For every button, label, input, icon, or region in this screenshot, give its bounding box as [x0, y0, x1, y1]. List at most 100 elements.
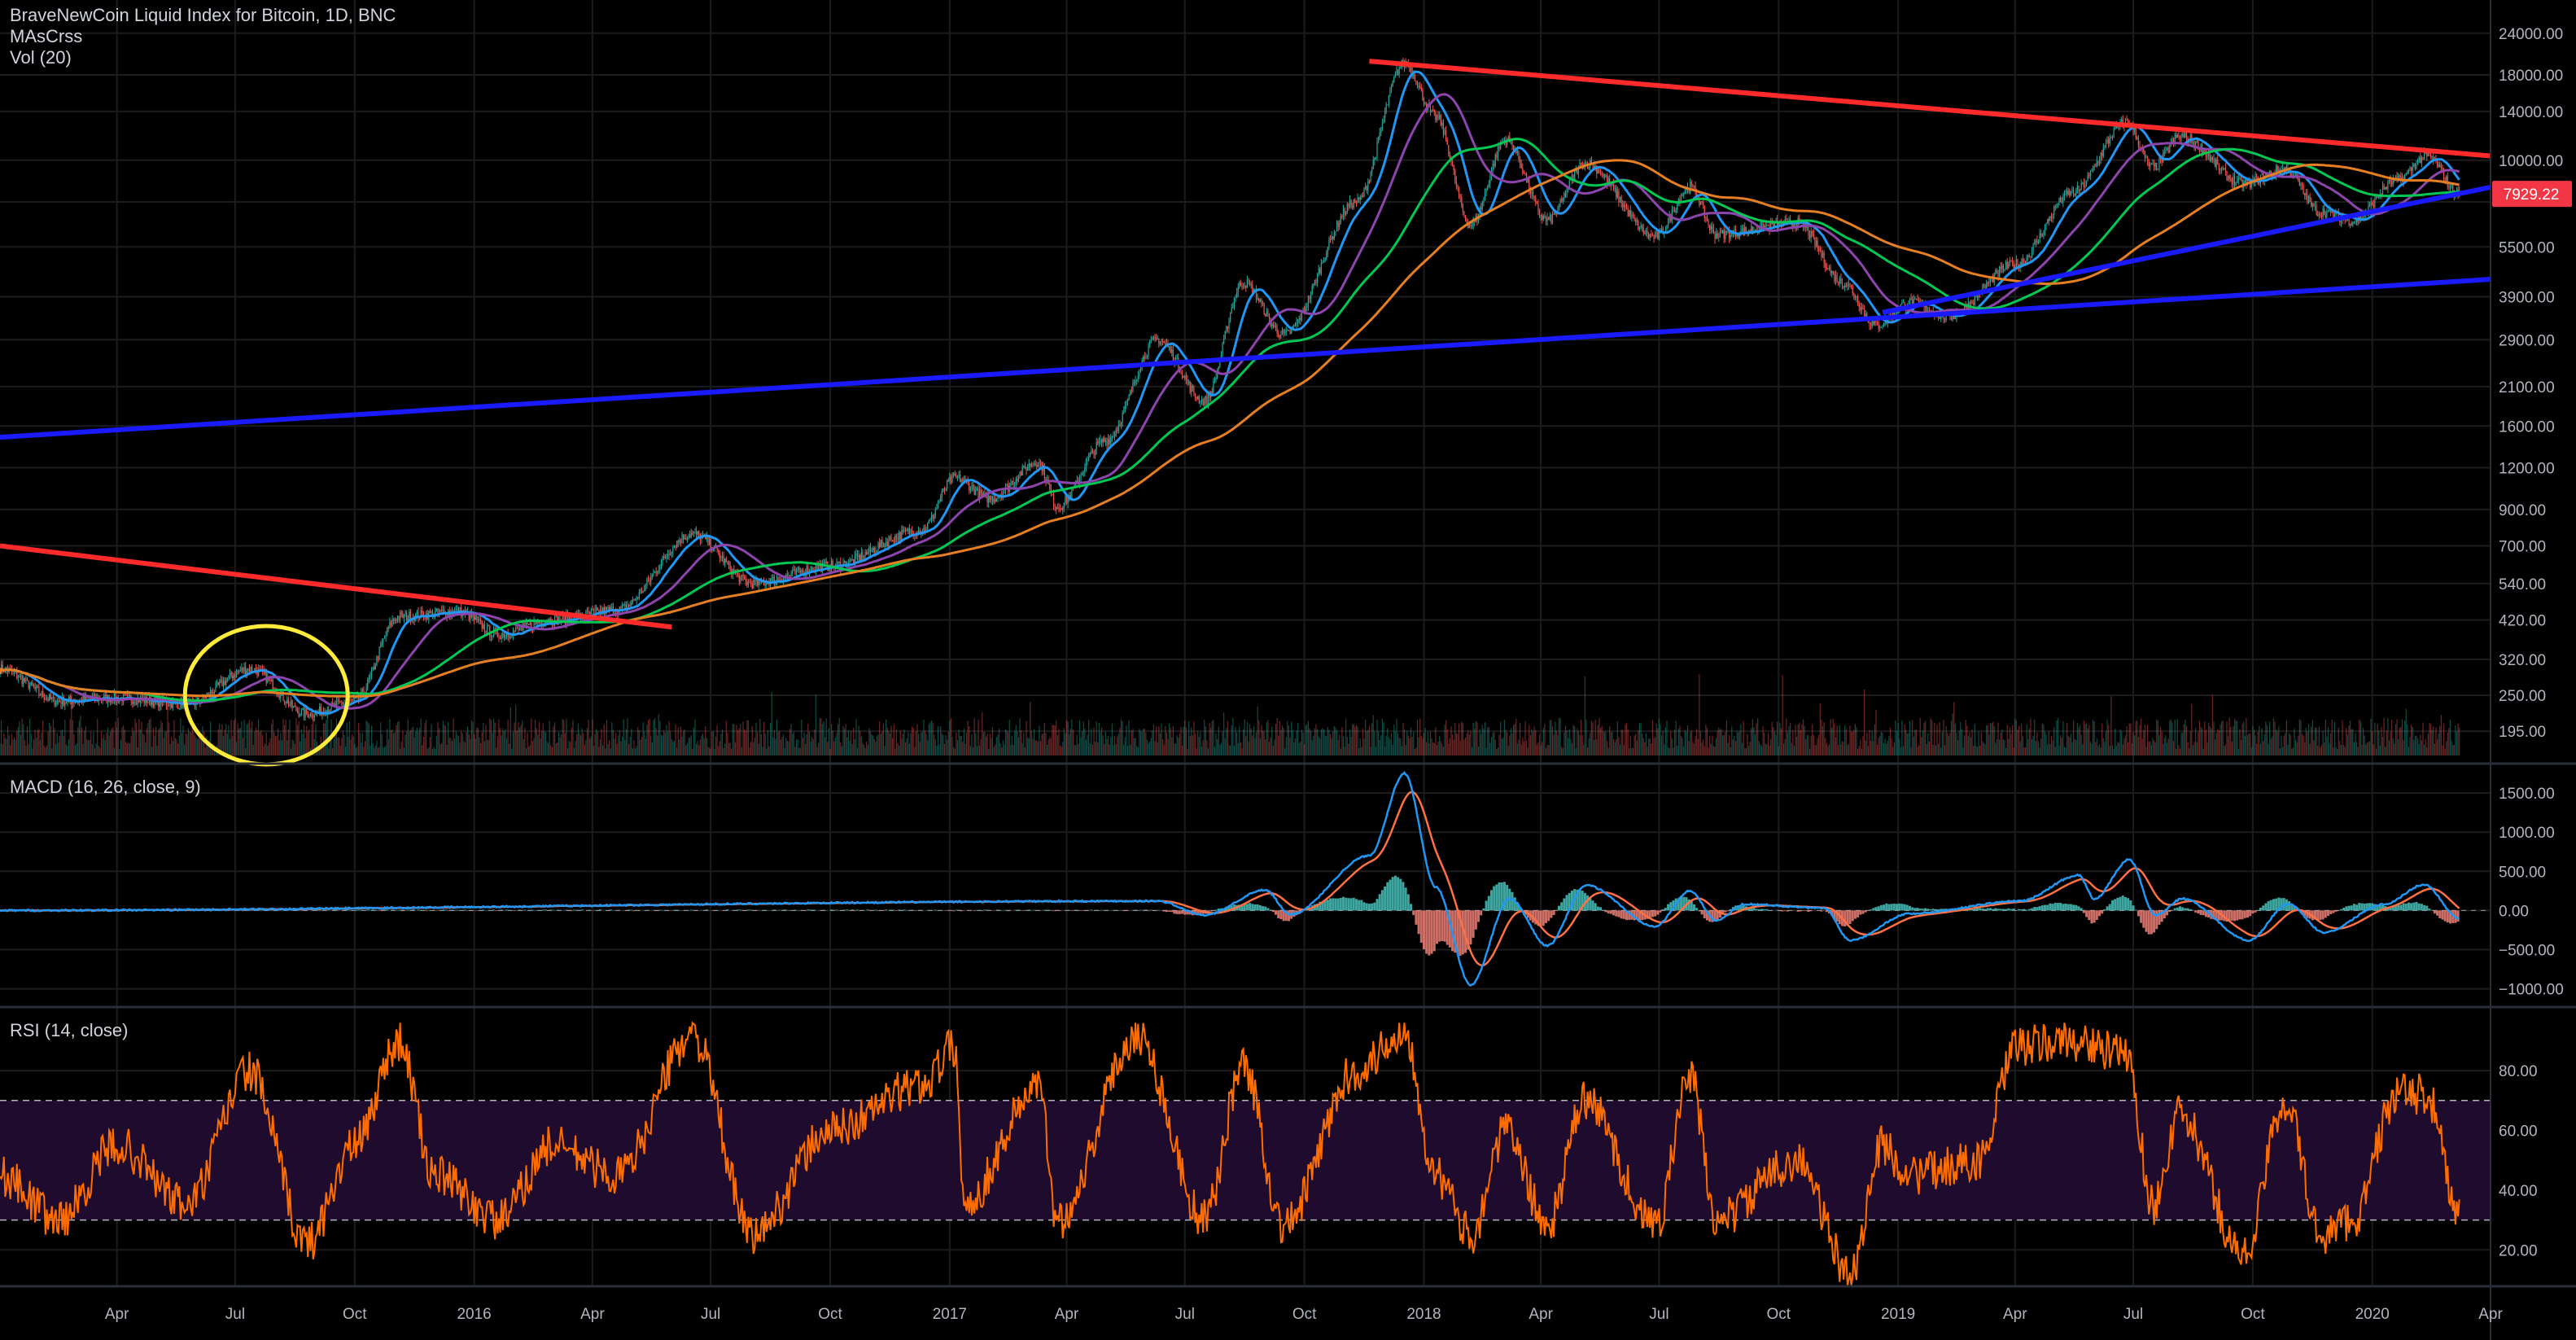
- volume-bar: [2287, 744, 2289, 755]
- volume-bar: [1123, 744, 1125, 755]
- volume-bar: [52, 719, 55, 755]
- volume-bar: [1912, 720, 1913, 755]
- candle: [1359, 197, 1361, 199]
- candle: [1614, 188, 1616, 190]
- candle: [1483, 199, 1485, 203]
- candle: [1342, 208, 1345, 218]
- volume-bar: [1287, 720, 1288, 755]
- volume-bar: [1503, 720, 1506, 755]
- volume-bar: [2119, 729, 2121, 755]
- volume-bar: [829, 748, 831, 755]
- volume-bar: [975, 733, 977, 755]
- candle: [1207, 393, 1209, 405]
- volume-bar: [361, 733, 363, 755]
- candle: [1827, 268, 1829, 269]
- volume-bar: [542, 723, 544, 755]
- price-candles[interactable]: [0, 57, 2460, 722]
- candle: [943, 488, 946, 491]
- candle: [247, 668, 249, 672]
- candle: [1136, 379, 1138, 381]
- volume-bar: [1237, 742, 1239, 755]
- volume-bar: [1004, 729, 1007, 755]
- candle: [125, 694, 127, 696]
- volume-bar: [694, 719, 696, 755]
- candle: [649, 580, 650, 582]
- candle: [753, 580, 754, 589]
- volume-bar: [1445, 720, 1447, 755]
- volume-bar: [1361, 747, 1362, 755]
- candle: [28, 680, 29, 689]
- volume-bar: [1010, 745, 1012, 755]
- volume-bar: [304, 738, 306, 755]
- volume-bar: [1028, 738, 1030, 755]
- candle: [675, 546, 676, 548]
- volume-bar: [136, 722, 138, 755]
- volume-bar: [899, 730, 901, 755]
- volume-bar: [1764, 733, 1765, 755]
- candle: [799, 570, 801, 573]
- volume-bar: [1175, 743, 1177, 755]
- volume-bar: [1284, 748, 1286, 755]
- volume-bar: [1815, 745, 1817, 755]
- volume-bar: [816, 747, 818, 755]
- candle: [1045, 477, 1047, 482]
- volume-bar: [321, 743, 323, 755]
- candle: [811, 567, 813, 571]
- volume-bar: [2001, 729, 2003, 755]
- volume-bar: [2139, 725, 2141, 755]
- candle: [538, 622, 540, 624]
- candle: [953, 473, 955, 475]
- volume-bar: [2288, 733, 2290, 755]
- volume-bar: [2217, 729, 2219, 755]
- candle: [1184, 375, 1186, 377]
- volume-bar: [1671, 738, 1673, 755]
- volume-bar: [2030, 718, 2031, 755]
- volume-bar: [2327, 727, 2329, 755]
- volume-bar: [655, 728, 657, 755]
- candle: [1767, 225, 1769, 226]
- candle: [1865, 313, 1866, 317]
- volume-bar: [1281, 725, 1284, 755]
- volume-bar: [1583, 744, 1585, 755]
- volume-bar: [583, 733, 584, 755]
- volume-bar: [1294, 738, 1297, 755]
- volume-bar: [1326, 735, 1327, 755]
- volume-bar: [660, 734, 663, 755]
- volume-bar: [1246, 721, 1248, 755]
- volume-bar: [762, 747, 763, 755]
- volume-bar: [2374, 722, 2376, 755]
- candle: [1963, 305, 1966, 309]
- candle: [418, 618, 421, 620]
- volume-bar: [1144, 728, 1145, 755]
- volume-bar: [2204, 721, 2206, 755]
- candle: [216, 682, 218, 684]
- volume-bar: [692, 748, 693, 755]
- volume-bar: [1800, 729, 1801, 755]
- volume-bar: [1967, 736, 1969, 755]
- volume-bar: [740, 724, 741, 755]
- volume-bar: [1080, 738, 1082, 755]
- candle: [274, 690, 277, 693]
- volume-bar: [2027, 738, 2029, 755]
- candle: [47, 698, 49, 701]
- volume-bar: [1668, 747, 1670, 755]
- volume-bar: [69, 719, 71, 755]
- volume-bar: [1537, 742, 1539, 755]
- candle: [672, 546, 674, 553]
- candle: [1052, 493, 1055, 506]
- volume-bar: [306, 725, 308, 755]
- volume-bar: [1376, 720, 1378, 755]
- volume-bar: [1309, 728, 1310, 755]
- volume-bar: [676, 747, 678, 755]
- candle: [1126, 399, 1129, 401]
- candle: [1340, 216, 1341, 223]
- candle: [507, 633, 509, 637]
- candle: [866, 552, 868, 554]
- candle: [1258, 298, 1260, 302]
- volume-bar: [117, 718, 119, 755]
- volume-bar: [1744, 748, 1746, 755]
- volume-bar: [328, 748, 330, 755]
- candle: [267, 677, 269, 684]
- volume-bar: [545, 732, 547, 755]
